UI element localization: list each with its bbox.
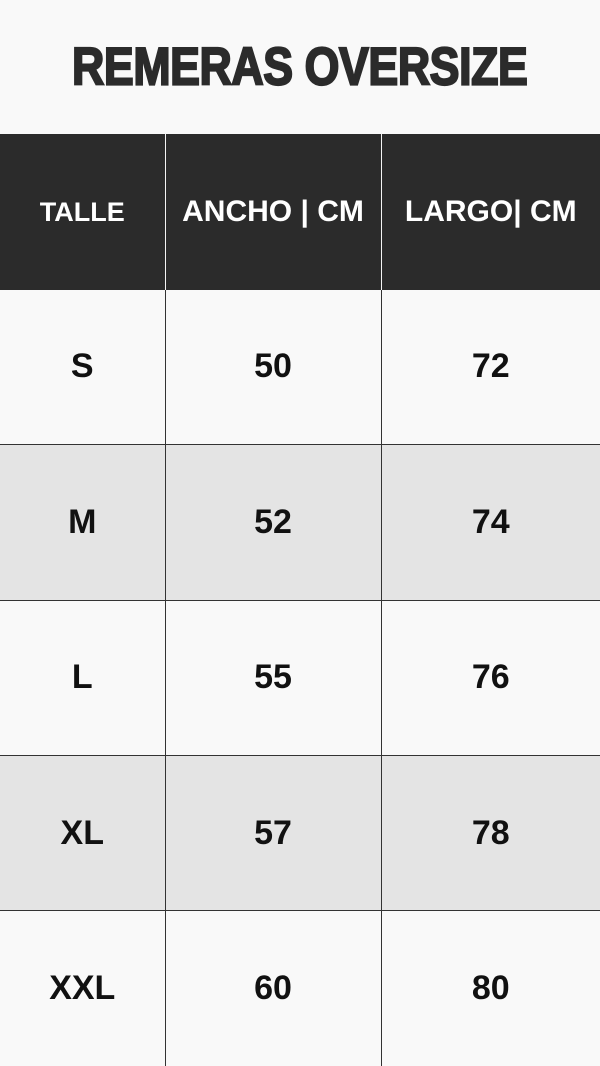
- width-value: 55: [254, 658, 292, 697]
- cell-ancho: 52: [165, 444, 382, 601]
- size-chart-table: TALLE ANCHO | CM LARGO| CM S 50 72 M: [0, 134, 600, 1066]
- cell-talle: S: [0, 289, 166, 445]
- length-value: 72: [471, 347, 510, 386]
- cell-ancho: 55: [165, 600, 382, 756]
- column-header-talle: TALLE: [0, 134, 166, 290]
- title-section: REMERAS OVERSIZE: [0, 0, 600, 134]
- table-row: XL 57 78: [0, 755, 600, 911]
- cell-talle: L: [0, 600, 166, 756]
- size-label: XL: [60, 813, 104, 852]
- column-header-largo: LARGO| CM: [381, 134, 600, 290]
- cell-talle: M: [0, 444, 166, 601]
- size-label: L: [71, 658, 93, 697]
- size-label: S: [70, 347, 94, 386]
- width-value: 50: [254, 347, 292, 386]
- length-value: 74: [471, 502, 510, 541]
- width-value: 60: [254, 969, 292, 1008]
- table-row: S 50 72: [0, 289, 600, 445]
- table-body: S 50 72 M 52 74: [0, 289, 600, 1066]
- cell-talle: XL: [0, 755, 166, 911]
- cell-largo: 76: [381, 600, 600, 756]
- table-row: L 55 76: [0, 600, 600, 756]
- cell-talle: XXL: [0, 910, 166, 1066]
- width-value: 57: [254, 813, 292, 852]
- cell-largo: 80: [381, 910, 600, 1066]
- table-row: M 52 74: [0, 444, 600, 601]
- column-header-ancho: ANCHO | CM: [165, 134, 382, 290]
- table-header: TALLE ANCHO | CM LARGO| CM: [0, 134, 600, 290]
- cell-ancho: 50: [165, 289, 382, 445]
- table-header-row: TALLE ANCHO | CM LARGO| CM: [0, 134, 600, 290]
- cell-largo: 72: [381, 289, 600, 445]
- cell-ancho: 60: [165, 910, 382, 1066]
- cell-largo: 74: [381, 444, 600, 601]
- table-row: XXL 60 80: [0, 910, 600, 1066]
- page-title: REMERAS OVERSIZE: [71, 37, 529, 97]
- length-value: 76: [471, 658, 510, 697]
- length-value: 78: [471, 813, 510, 852]
- cell-largo: 78: [381, 755, 600, 911]
- length-value: 80: [471, 969, 510, 1008]
- cell-ancho: 57: [165, 755, 382, 911]
- size-label: XXL: [49, 969, 116, 1008]
- width-value: 52: [254, 502, 292, 541]
- size-label: M: [68, 502, 97, 541]
